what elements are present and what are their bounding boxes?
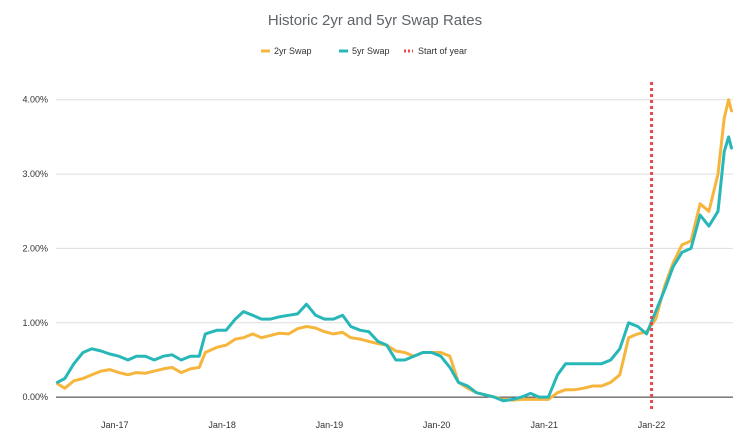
- y-tick-label: 0.00%: [22, 392, 48, 402]
- y-tick-label: 3.00%: [22, 169, 48, 179]
- x-tick-label: Jan-22: [638, 420, 666, 430]
- x-tick-label: Jan-19: [316, 420, 344, 430]
- x-axis-ticks: Jan-17 Jan-18 Jan-19 Jan-20 Jan-21 Jan-22: [101, 420, 665, 430]
- legend-label-2yr: 2yr Swap: [274, 46, 312, 56]
- chart-title: Historic 2yr and 5yr Swap Rates: [268, 12, 482, 29]
- x-tick-label: Jan-20: [423, 420, 451, 430]
- x-tick-label: Jan-17: [101, 420, 129, 430]
- y-axis-ticks: 0.00% 1.00% 2.00% 3.00% 4.00%: [22, 95, 48, 402]
- y-tick-label: 4.00%: [22, 95, 48, 105]
- legend-label-start-of-year: Start of year: [418, 46, 467, 56]
- y-tick-label: 2.00%: [22, 243, 48, 253]
- legend: 2yr Swap 5yr Swap Start of year: [261, 46, 467, 56]
- series-lines: [56, 98, 733, 403]
- x-tick-label: Jan-18: [208, 420, 236, 430]
- legend-label-5yr: 5yr Swap: [352, 46, 390, 56]
- x-tick-label: Jan-21: [531, 420, 559, 430]
- series-line-5yr-swap: [56, 135, 733, 403]
- series-line-2yr-swap: [56, 98, 733, 402]
- y-tick-label: 1.00%: [22, 318, 48, 328]
- gridlines: [56, 99, 733, 398]
